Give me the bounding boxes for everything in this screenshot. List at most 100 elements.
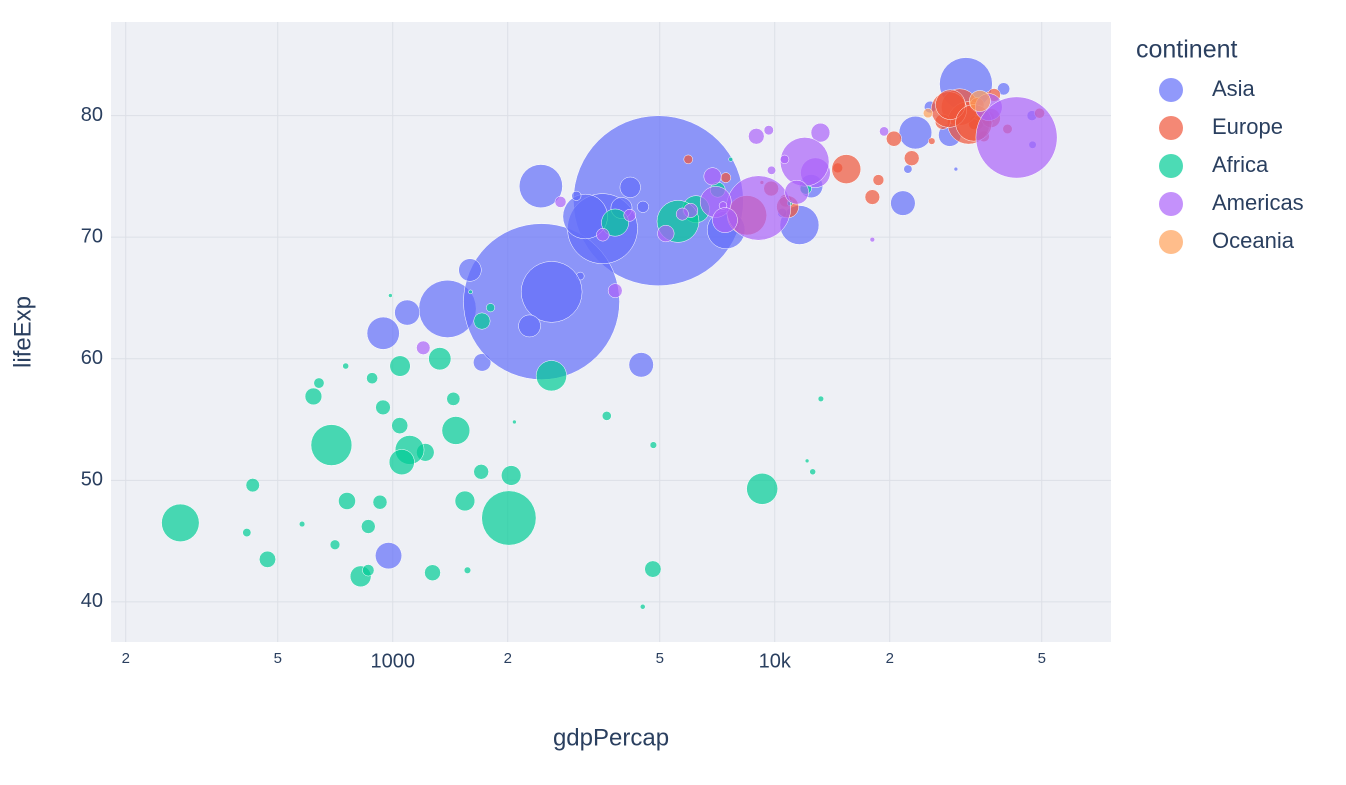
- bubble: [473, 464, 489, 480]
- bubble: [161, 503, 200, 542]
- bubble: [520, 261, 583, 323]
- bubble: [245, 478, 260, 493]
- y-tick-label: 40: [81, 590, 103, 612]
- bubble: [703, 167, 722, 186]
- bubble: [473, 353, 492, 372]
- bubble: [388, 449, 415, 475]
- bubble: [601, 208, 629, 237]
- bubble: [879, 126, 889, 137]
- bubble: [518, 164, 563, 208]
- bubble: [872, 174, 885, 186]
- bubble: [903, 164, 913, 174]
- bubble: [748, 128, 765, 145]
- bubble: [644, 560, 662, 578]
- bubble: [486, 303, 496, 313]
- bubble: [342, 362, 349, 370]
- legend-marker: [1159, 78, 1183, 102]
- bubble: [922, 108, 933, 119]
- x-tick-label: 5: [274, 650, 282, 667]
- bubble: [501, 465, 522, 486]
- bubble: [596, 228, 610, 242]
- bubble: [372, 494, 388, 510]
- bubble: [623, 208, 637, 222]
- bubble: [242, 528, 252, 538]
- bubble: [997, 82, 1011, 96]
- x-tick-label: 2: [886, 650, 894, 667]
- legend-label: Asia: [1212, 76, 1256, 101]
- bubble: [675, 207, 689, 221]
- bubble: [640, 604, 646, 610]
- markers: [161, 57, 1058, 610]
- bubble: [554, 196, 567, 208]
- legend-marker: [1159, 154, 1183, 178]
- bubble: [784, 179, 809, 205]
- bubble: [366, 316, 400, 350]
- bubble: [441, 416, 471, 445]
- bubble: [636, 200, 649, 213]
- legend-label: Americas: [1212, 190, 1304, 215]
- y-tick-label: 80: [81, 104, 103, 126]
- bubble: [313, 377, 325, 389]
- x-tick-label: 1000: [370, 650, 415, 672]
- x-tick-label: 10k: [759, 650, 792, 672]
- legend-label: Europe: [1212, 114, 1283, 139]
- legend-label: Oceania: [1212, 228, 1295, 253]
- bubble: [969, 90, 991, 112]
- x-tick-label: 2: [122, 650, 130, 667]
- bubble: [512, 419, 517, 425]
- y-tick-label: 60: [81, 347, 103, 369]
- bubble: [366, 372, 378, 385]
- bubble: [898, 115, 933, 150]
- bubble: [446, 391, 461, 406]
- x-axis-title: gdpPercap: [553, 724, 669, 751]
- bubble: [468, 289, 473, 295]
- bubble: [394, 299, 421, 326]
- bubble: [535, 360, 567, 392]
- bubble: [831, 154, 862, 184]
- bubble: [935, 89, 966, 120]
- bubble: [804, 458, 810, 464]
- bubble: [953, 166, 959, 172]
- bubble: [817, 395, 824, 402]
- bubble: [619, 176, 641, 198]
- bubble: [657, 224, 675, 243]
- bubble: [518, 314, 541, 338]
- bubble: [473, 312, 491, 330]
- x-tick-label: 2: [504, 650, 512, 667]
- bubble: [725, 175, 791, 241]
- x-tick-label: 5: [656, 650, 664, 667]
- y-axis-title: lifeExp: [9, 296, 36, 368]
- bubble: [810, 122, 831, 143]
- bubble: [763, 125, 774, 136]
- bubble: [683, 154, 693, 165]
- bubble: [767, 165, 777, 175]
- y-tick-label: 70: [81, 225, 103, 247]
- bubble: [928, 137, 936, 145]
- bubble: [329, 539, 341, 550]
- bubble: [298, 520, 306, 528]
- bubble: [463, 566, 472, 574]
- x-tick-label: 5: [1038, 650, 1046, 667]
- bubble: [454, 490, 476, 512]
- legend-title: continent: [1136, 36, 1238, 64]
- bubble: [886, 130, 902, 147]
- bubble: [712, 207, 738, 233]
- bubble: [391, 417, 409, 434]
- bubble: [361, 519, 376, 534]
- bubble: [428, 347, 452, 371]
- bubble: [388, 293, 393, 298]
- bubble: [338, 492, 356, 510]
- bubble: [259, 550, 276, 568]
- bubble: [601, 411, 612, 421]
- bubble: [809, 468, 816, 476]
- bubble: [720, 172, 732, 183]
- bubble: [890, 190, 916, 216]
- bubble: [481, 490, 537, 546]
- bubble: [975, 96, 1058, 179]
- bubble: [864, 189, 880, 205]
- bubble: [416, 340, 431, 355]
- legend-marker: [1159, 116, 1183, 140]
- bubble: [375, 542, 403, 570]
- y-tick-label: 50: [81, 469, 103, 491]
